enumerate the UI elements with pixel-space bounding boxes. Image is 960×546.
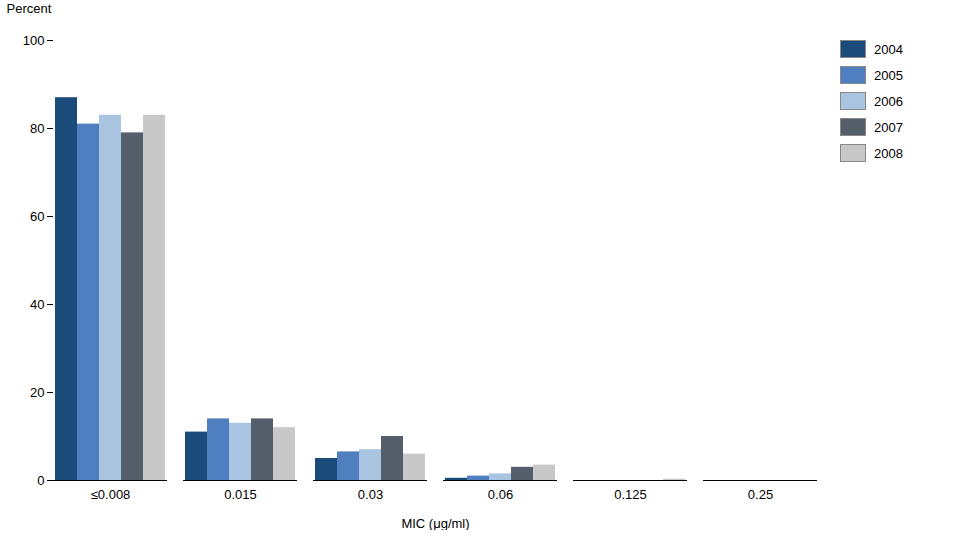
svg-text:0.25: 0.25 xyxy=(748,487,773,502)
svg-text:20: 20 xyxy=(30,385,44,400)
svg-text:0.06: 0.06 xyxy=(488,487,513,502)
html-text:2008: 2008 xyxy=(874,145,903,161)
html-text:2006: 2006 xyxy=(874,93,903,109)
svg-text:40: 40 xyxy=(30,297,44,312)
svg-text:60: 60 xyxy=(30,209,44,224)
svg-text:80: 80 xyxy=(30,121,44,136)
svg-text:0.015: 0.015 xyxy=(224,487,257,502)
svg-text:≤0.008: ≤0.008 xyxy=(91,487,131,502)
svg-text:0.125: 0.125 xyxy=(614,487,647,502)
svg-text:100: 100 xyxy=(23,33,45,48)
svg-text:Percent: Percent xyxy=(7,1,52,16)
html-text:2004: 2004 xyxy=(874,41,903,57)
html-text:2005: 2005 xyxy=(874,67,903,83)
svg-text:0: 0 xyxy=(37,473,44,488)
svg-text:0.03: 0.03 xyxy=(358,487,383,502)
html-text:2007: 2007 xyxy=(874,119,903,135)
svg-text:MIC (μg/ml): MIC (μg/ml) xyxy=(401,516,469,531)
